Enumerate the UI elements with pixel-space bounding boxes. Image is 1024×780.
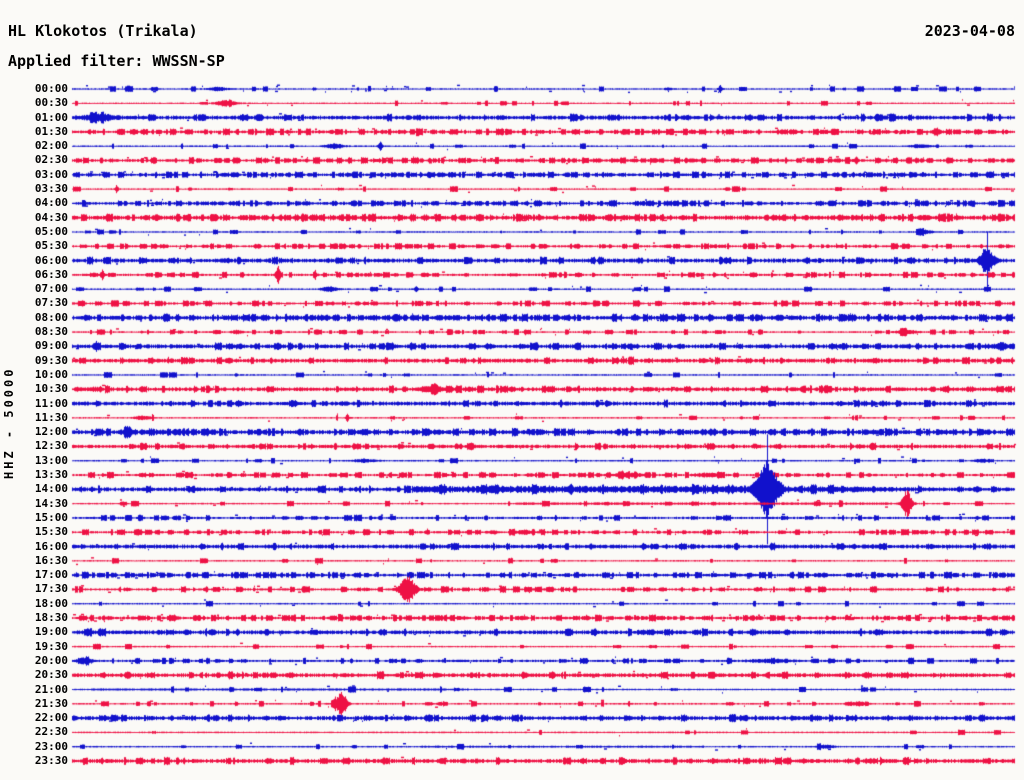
- seismogram-traces-canvas: [0, 0, 1024, 780]
